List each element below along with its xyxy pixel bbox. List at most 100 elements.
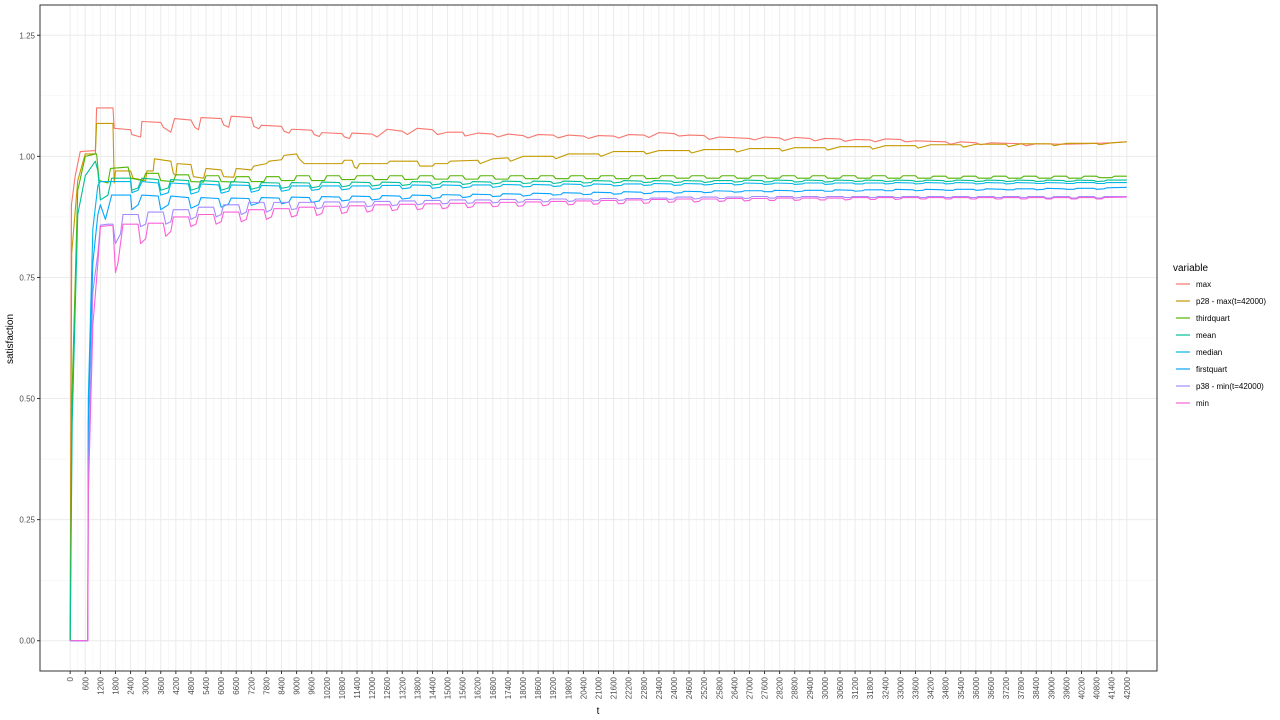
x-tick-label: 0 (66, 676, 75, 681)
x-tick-label: 34200 (927, 676, 936, 699)
x-tick-label: 7800 (262, 676, 271, 694)
legend-item: mean (1196, 331, 1216, 340)
x-tick-label: 27600 (761, 676, 770, 699)
x-tick-label: 19800 (564, 676, 573, 699)
x-axis-title: t (597, 706, 600, 717)
x-tick-label: 9600 (308, 676, 317, 694)
x-tick-label: 31200 (851, 676, 860, 699)
x-tick-label: 600 (81, 676, 90, 690)
x-tick-label: 8400 (278, 676, 287, 694)
legend-item: median (1196, 348, 1222, 357)
x-tick-label: 24600 (685, 676, 694, 699)
x-tick-label: 3600 (157, 676, 166, 694)
series-line (70, 196, 1127, 642)
x-tick-label: 21600 (610, 676, 619, 699)
x-tick-label: 16200 (474, 676, 483, 699)
x-tick-label: 20400 (579, 676, 588, 699)
x-tick-label: 36600 (987, 676, 996, 699)
x-tick-label: 1200 (96, 676, 105, 694)
x-tick-label: 21000 (595, 676, 604, 699)
y-tick-label: 0.50 (19, 395, 35, 404)
series-line (70, 196, 1127, 642)
x-tick-label: 17400 (504, 676, 513, 699)
x-tick-label: 15000 (444, 676, 453, 699)
x-tick-label: 13800 (413, 676, 422, 699)
y-tick-label: 0.75 (19, 273, 35, 282)
x-tick-label: 4200 (172, 676, 181, 694)
x-tick-label: 26400 (730, 676, 739, 699)
x-tick-label: 7200 (247, 676, 256, 694)
x-tick-label: 6600 (232, 676, 241, 694)
x-tick-label: 37800 (1017, 676, 1026, 699)
x-tick-label: 40800 (1093, 676, 1102, 699)
y-tick-label: 0.00 (19, 637, 35, 646)
y-tick-label: 1.00 (19, 152, 35, 161)
x-tick-label: 34800 (942, 676, 951, 699)
x-tick-label: 16800 (489, 676, 498, 699)
x-axis: 0 600 1200 1800 2400 3000 3600 4200 4800 5400 6000… (66, 671, 1132, 699)
x-tick-label: 9000 (293, 676, 302, 694)
x-tick-label: 41400 (1108, 676, 1117, 699)
x-tick-label: 5400 (202, 676, 211, 694)
series-line (69, 160, 1127, 641)
x-tick-label: 25200 (700, 676, 709, 699)
series-line (70, 186, 1127, 642)
series-line (70, 181, 1127, 642)
x-tick-label: 39000 (1047, 676, 1056, 699)
series-lines (69, 107, 1127, 642)
x-tick-label: 12000 (368, 676, 377, 699)
x-tick-label: 15600 (459, 676, 468, 699)
x-tick-label: 18000 (519, 676, 528, 699)
x-tick-label: 35400 (957, 676, 966, 699)
x-tick-label: 6000 (217, 676, 226, 694)
x-tick-label: 30000 (821, 676, 830, 699)
x-tick-label: 33000 (896, 676, 905, 699)
series-line (69, 122, 1127, 641)
x-tick-label: 10200 (323, 676, 332, 699)
legend-item: min (1196, 399, 1209, 408)
series-line (69, 107, 1127, 641)
legend-item: p38 - min(t=42000) (1196, 382, 1264, 391)
x-tick-label: 22200 (625, 676, 634, 699)
x-tick-label: 28800 (791, 676, 800, 699)
x-tick-label: 11400 (353, 676, 362, 698)
x-tick-label: 37200 (1002, 676, 1011, 699)
legend-title: variable (1173, 263, 1208, 274)
x-tick-label: 27000 (745, 676, 754, 699)
x-tick-label: 18600 (534, 676, 543, 699)
x-tick-label: 36000 (972, 676, 981, 699)
x-tick-label: 25800 (715, 676, 724, 699)
x-tick-label: 42000 (1123, 676, 1132, 699)
legend: variable max p28 - max(t=42000) thirdquart… (1173, 263, 1266, 408)
x-tick-label: 19200 (549, 676, 558, 699)
y-tick-label: 1.25 (19, 31, 35, 40)
x-tick-label: 38400 (1032, 676, 1041, 699)
x-tick-label: 30600 (836, 676, 845, 699)
x-tick-label: 33600 (911, 676, 920, 699)
x-tick-label: 13200 (398, 676, 407, 699)
x-tick-label: 12600 (383, 676, 392, 699)
y-tick-label: 0.25 (19, 516, 35, 525)
x-tick-label: 29400 (806, 676, 815, 699)
x-tick-label: 4800 (187, 676, 196, 694)
grid-lines (40, 5, 1157, 671)
legend-item: firstquart (1196, 365, 1228, 374)
x-tick-label: 39600 (1062, 676, 1071, 699)
x-tick-label: 22800 (640, 676, 649, 699)
x-tick-label: 10800 (338, 676, 347, 699)
legend-item: thirdquart (1196, 314, 1231, 323)
y-axis-title: satisfaction (5, 314, 16, 364)
series-line (69, 153, 1127, 641)
x-tick-label: 31800 (866, 676, 875, 699)
x-tick-label: 1800 (111, 676, 120, 694)
x-tick-label: 40200 (1078, 676, 1087, 699)
y-axis: 0.00 0.25 0.50 0.75 1.00 1.25 (19, 31, 40, 646)
x-tick-label: 14400 (428, 676, 437, 699)
x-tick-label: 24000 (670, 676, 679, 699)
legend-item: max (1196, 280, 1211, 289)
x-tick-label: 3000 (142, 676, 151, 694)
x-tick-label: 2400 (127, 676, 136, 694)
x-tick-label: 32400 (881, 676, 890, 699)
x-tick-label: 28200 (776, 676, 785, 699)
